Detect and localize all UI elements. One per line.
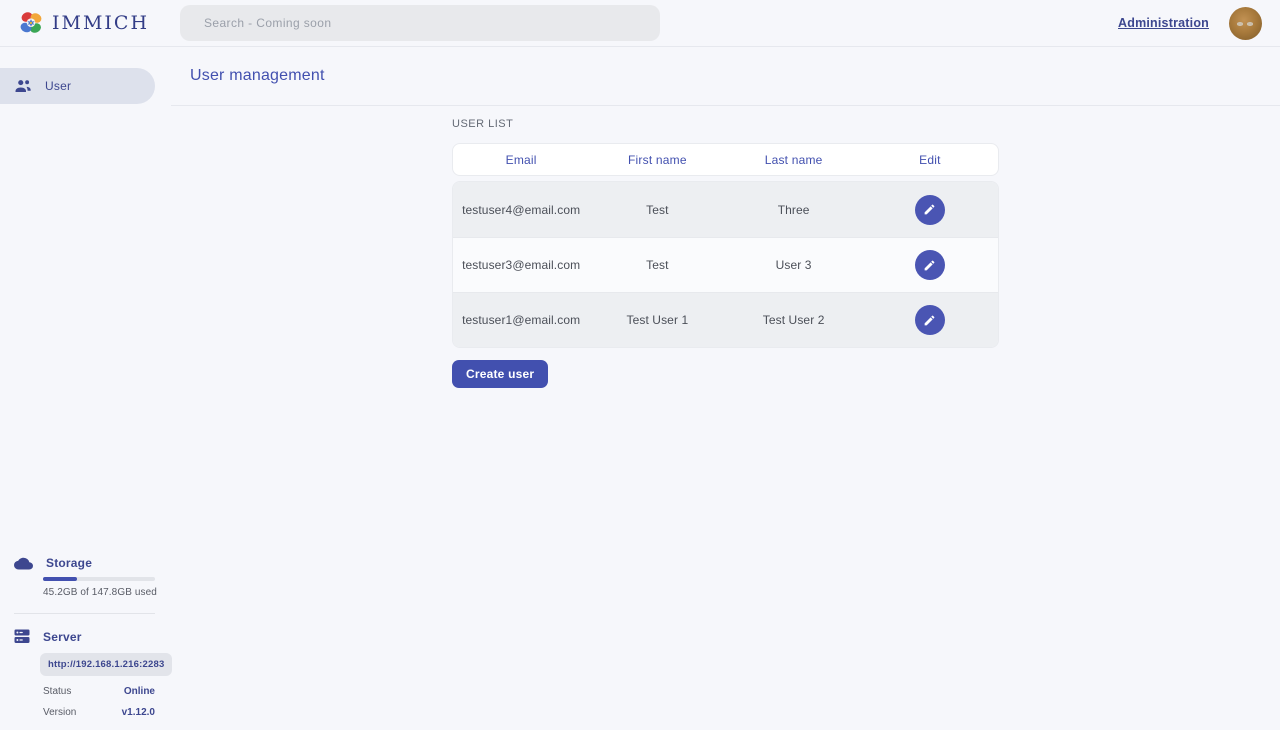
edit-user-button[interactable] [914, 194, 945, 225]
cell-first-name: Test [646, 258, 669, 272]
server-icon [14, 629, 30, 644]
edit-user-button[interactable] [914, 250, 945, 280]
pencil-icon [923, 259, 936, 272]
server-version-row: Version v1.12.0 [43, 707, 155, 718]
version-label: Version [43, 707, 77, 718]
top-bar-right: Administration [1118, 6, 1280, 40]
storage-progress-bar [43, 577, 155, 581]
cell-email: testuser3@email.com [462, 258, 581, 272]
cloud-icon [14, 556, 33, 570]
users-icon [14, 79, 32, 93]
user-avatar[interactable] [1229, 6, 1262, 40]
column-header-email: Email [505, 152, 537, 167]
title-strip: User management [171, 47, 1280, 106]
status-label: Status [43, 686, 72, 697]
version-value: v1.12.0 [121, 707, 155, 718]
storage-title: Storage [46, 556, 93, 570]
user-list-section: USER LIST Email First name Last name Edi… [452, 118, 999, 388]
sidebar-divider [14, 613, 155, 614]
sidebar-item-label: User [45, 79, 72, 93]
sidebar-footer: Storage 45.2GB of 147.8GB used Server ht… [0, 556, 173, 718]
sidebar: User Storage 45.2GB of 147.8GB used [0, 47, 173, 730]
storage-progress-fill [43, 577, 78, 581]
page-title: User management [190, 67, 325, 84]
cell-first-name: Test [646, 202, 669, 217]
server-header: Server [0, 629, 171, 644]
pencil-icon [923, 314, 936, 327]
storage-usage-text: 45.2GB of 147.8GB used [43, 587, 157, 598]
search-input[interactable] [180, 5, 660, 41]
cell-email: testuser1@email.com [462, 313, 581, 327]
storage-header: Storage [0, 556, 171, 570]
column-header-last-name: Last name [764, 152, 823, 167]
create-user-button[interactable]: Create user [452, 360, 549, 388]
server-title: Server [43, 629, 82, 644]
table-row: testuser3@email.com Test User 3 [453, 237, 998, 292]
pencil-icon [923, 203, 936, 216]
section-label: USER LIST [452, 118, 514, 130]
immich-flower-icon [18, 10, 44, 36]
sidebar-item-user[interactable]: User [0, 68, 155, 104]
status-value: Online [123, 686, 155, 697]
server-status-row: Status Online [43, 686, 155, 697]
table-row: testuser1@email.com Test User 1 Test Use… [453, 292, 998, 347]
table-header-row: Email First name Last name Edit [452, 143, 999, 176]
user-table: testuser4@email.com Test Three testuser3… [452, 181, 999, 348]
administration-link[interactable]: Administration [1118, 16, 1209, 30]
column-header-edit: Edit [919, 152, 941, 167]
cell-last-name: Test User 2 [762, 313, 825, 327]
cell-email: testuser4@email.com [462, 202, 581, 217]
table-row: testuser4@email.com Test Three [453, 182, 998, 237]
cell-first-name: Test User 1 [626, 313, 689, 327]
column-header-first-name: First name [628, 152, 687, 167]
cell-last-name: Three [777, 202, 810, 217]
immich-logo: IMMICH [0, 10, 180, 36]
top-bar: IMMICH Administration [0, 0, 1280, 47]
main-content: User management USER LIST Email First na… [171, 47, 1280, 730]
edit-user-button[interactable] [914, 305, 945, 335]
cell-last-name: User 3 [775, 258, 812, 272]
search-bar [180, 5, 660, 41]
server-url-chip: http://192.168.1.216:2283 [40, 653, 173, 676]
brand-name: IMMICH [52, 12, 150, 34]
